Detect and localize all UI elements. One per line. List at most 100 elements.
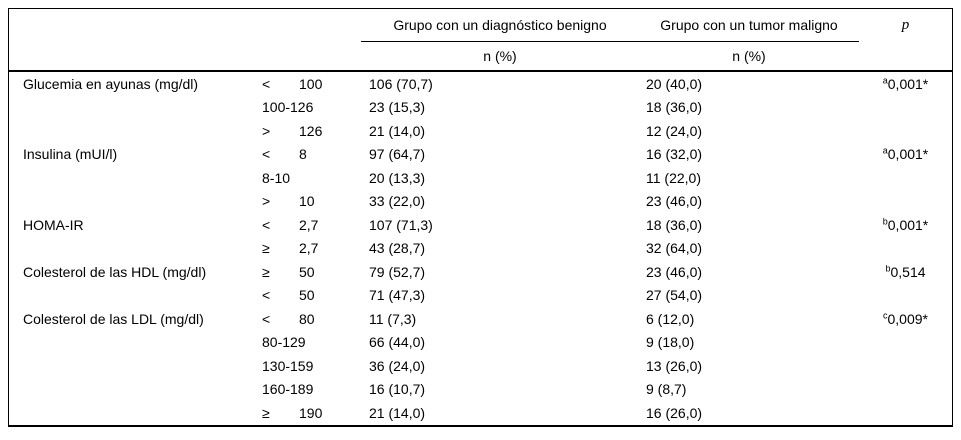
benign-value: 43 (28,7) [369,240,426,257]
p-superscript: c [883,310,888,321]
benign-value: 33 (22,0) [369,193,426,210]
p-number: 0,001* [887,216,929,233]
benign-value: 106 (70,7) [369,75,433,92]
benign-value: 16 (10,7) [369,381,426,398]
category-operator: > [262,122,271,139]
category-value: 50 [299,263,315,280]
category-value: 8 [299,146,307,163]
category: 160-189 [251,381,361,397]
subheader-n-malign: n (%) [732,48,766,64]
table-row: 100-126 23 (15,3) 18 (36,0) [9,96,952,120]
benign-value: 107 (71,3) [369,216,433,233]
table-row: Colesterol de las LDL (mg/dl) <80 11 (7,… [9,307,952,331]
category: <2,7 [251,217,361,233]
variable-name: Insulina (mUI/l) [23,146,118,163]
table-row: 130-159 36 (24,0) 13 (26,0) [9,354,952,378]
category-operator: 8-10 [262,169,291,186]
category-operator: 160-189 [262,381,314,398]
benign-value: 97 (64,7) [369,146,426,163]
benign-value: 21 (14,0) [369,122,426,139]
subheader-n-benign: n (%) [483,48,517,64]
p-number: 0,009* [887,310,928,327]
category-value: 100 [299,75,323,92]
category: <80 [251,311,361,327]
table-row: Insulina (mUI/l) <8 97 (64,7) 16 (32,0) … [9,143,952,167]
malign-value: 13 (26,0) [646,357,703,374]
table-row: Colesterol de las HDL (mg/dl) ≥50 79 (52… [9,260,952,284]
category-operator: < [262,75,271,92]
table-row: HOMA-IR <2,7 107 (71,3) 18 (36,0) b0,001… [9,213,952,237]
category-value: 10 [299,193,315,210]
table-row: 80-129 66 (44,0) 9 (18,0) [9,331,952,355]
category-operator: ≥ [262,404,270,421]
malign-value: 16 (32,0) [646,146,703,163]
category-value: 80 [299,310,315,327]
category: <8 [251,146,361,162]
header-p: p [901,17,910,33]
p-value: a0,001* [859,76,952,92]
category-operator: 100-126 [262,99,314,116]
category: >10 [251,193,361,209]
category-operator: 80-129 [262,334,306,351]
malign-value: 12 (24,0) [646,122,703,139]
category: 130-159 [251,358,361,374]
malign-value: 6 (12,0) [646,310,695,327]
benign-value: 20 (13,3) [369,169,426,186]
category-value: 190 [299,404,323,421]
malign-value: 11 (22,0) [646,169,701,186]
category: <50 [251,287,361,303]
table-header-row-sub: n (%) n (%) [9,42,952,70]
malign-value: 16 (26,0) [646,404,703,421]
category: 80-129 [251,334,361,350]
table-row: ≥190 21 (14,0) 16 (26,0) [9,401,952,425]
table-row: ≥2,7 43 (28,7) 32 (64,0) [9,237,952,261]
header-benign-group: Grupo con un diagnóstico benigno [361,9,639,42]
table-row: >126 21 (14,0) 12 (24,0) [9,119,952,143]
category-value: 2,7 [299,240,319,257]
table-row: <50 71 (47,3) 27 (54,0) [9,284,952,308]
p-superscript: a [882,75,888,86]
p-value: b0,001* [859,217,952,233]
p-number: 0,514 [890,263,926,280]
category-operator: < [262,146,271,163]
malign-value: 18 (36,0) [646,216,703,233]
category: <100 [251,76,361,92]
table-body: Glucemia en ayunas (mg/dl) <100 106 (70,… [9,72,952,425]
category: 8-10 [251,170,361,186]
category-value: 126 [299,122,323,139]
p-value: a0,001* [859,146,952,162]
category-operator: < [262,216,271,233]
variable-name: Glucemia en ayunas (mg/dl) [23,75,199,92]
category-operator: < [262,287,271,304]
category: 100-126 [251,99,361,115]
variable-name: Colesterol de las LDL (mg/dl) [23,310,204,327]
category: ≥50 [251,264,361,280]
p-superscript: b [885,263,891,274]
clinical-table: Grupo con un diagnóstico benigno Grupo c… [8,8,953,427]
benign-value: 36 (24,0) [369,357,426,374]
malign-value: 23 (46,0) [646,193,703,210]
table-row: Glucemia en ayunas (mg/dl) <100 106 (70,… [9,72,952,96]
category-operator: 130-159 [262,357,314,374]
malign-value: 32 (64,0) [646,240,703,257]
category-operator: < [262,310,271,327]
table-header-row-groups: Grupo con un diagnóstico benigno Grupo c… [9,9,952,42]
category-operator: > [262,193,271,210]
malign-value: 9 (18,0) [646,334,695,351]
benign-value: 66 (44,0) [369,334,426,351]
category: ≥2,7 [251,240,361,256]
benign-value: 23 (15,3) [369,99,426,116]
malign-value: 18 (36,0) [646,99,703,116]
benign-value: 11 (7,3) [369,310,417,327]
p-number: 0,001* [887,75,929,92]
benign-value: 79 (52,7) [369,263,426,280]
malign-value: 23 (46,0) [646,263,703,280]
p-value: b0,514 [859,264,952,280]
p-superscript: b [882,216,888,227]
malign-value: 27 (54,0) [646,287,703,304]
p-number: 0,001* [887,146,929,163]
header-malign-group: Grupo con un tumor maligno [639,9,859,42]
table-row: 8-10 20 (13,3) 11 (22,0) [9,166,952,190]
malign-value: 20 (40,0) [646,75,703,92]
category: ≥190 [251,405,361,421]
